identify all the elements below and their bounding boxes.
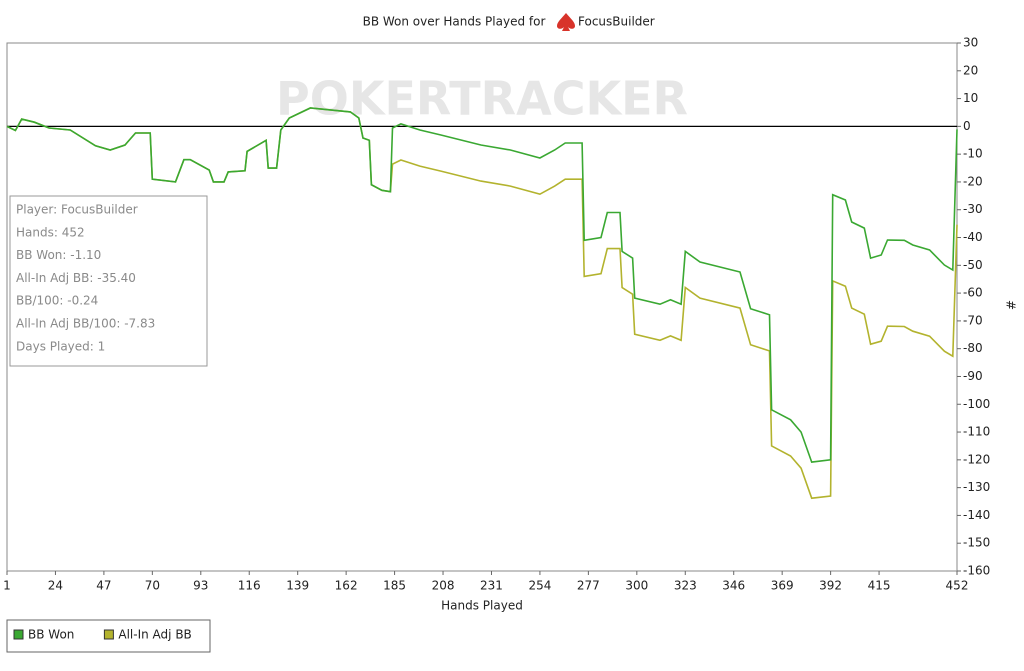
- info-box: [9, 195, 208, 367]
- x-tick-label: 208: [432, 579, 455, 593]
- x-tick-label: 392: [819, 579, 842, 593]
- x-tick-label: 323: [674, 579, 697, 593]
- x-tick-label: 47: [96, 579, 111, 593]
- y-tick-label: -30: [963, 202, 983, 216]
- info-line: Hands: 452: [16, 225, 85, 239]
- y-axis-label: #: [1004, 300, 1018, 310]
- x-tick-label: 116: [238, 579, 261, 593]
- x-axis-label: Hands Played: [441, 599, 523, 613]
- x-tick-label: 254: [528, 579, 551, 593]
- y-tick-label: -50: [963, 258, 983, 272]
- legend-label: All-In Adj BB: [118, 628, 191, 642]
- y-tick-label: -160: [963, 564, 990, 578]
- x-tick-label: 1: [3, 579, 11, 593]
- info-line: BB/100: -0.24: [16, 294, 98, 308]
- watermark: POKERTRACKER: [276, 72, 688, 126]
- chart-title: BB Won over Hands Played for: [363, 15, 546, 29]
- x-tick-label: 452: [946, 579, 969, 593]
- y-tick-label: 30: [963, 36, 978, 50]
- x-tick-label: 369: [771, 579, 794, 593]
- info-line: BB Won: -1.10: [16, 248, 101, 262]
- y-tick-label: -120: [963, 452, 990, 466]
- y-tick-label: -140: [963, 508, 990, 522]
- x-tick-label: 70: [145, 579, 160, 593]
- y-tick-label: -100: [963, 397, 990, 411]
- y-tick-label: -80: [963, 341, 983, 355]
- y-tick-label: -20: [963, 174, 983, 188]
- info-line: All-In Adj BB/100: -7.83: [16, 317, 155, 331]
- series-line: [6, 107, 958, 463]
- y-tick-label: -10: [963, 147, 983, 161]
- x-tick-label: 139: [286, 579, 309, 593]
- legend-label: BB Won: [28, 628, 74, 642]
- plot-frame: [6, 42, 958, 572]
- player-name: FocusBuilder: [578, 15, 655, 29]
- y-tick-label: 20: [963, 63, 978, 77]
- x-tick-label: 231: [480, 579, 503, 593]
- legend-swatch: [103, 629, 114, 640]
- info-line: Days Played: 1: [16, 339, 105, 353]
- y-tick-label: -70: [963, 313, 983, 327]
- x-tick-label: 162: [335, 579, 358, 593]
- info-line: Player: FocusBuilder: [16, 203, 138, 217]
- y-tick-label: -110: [963, 425, 990, 439]
- x-tick-label: 277: [577, 579, 600, 593]
- player-icon: [557, 13, 575, 31]
- y-tick-label: -40: [963, 230, 983, 244]
- x-tick-label: 93: [193, 579, 208, 593]
- x-tick-label: 24: [48, 579, 63, 593]
- x-tick-label: 415: [868, 579, 891, 593]
- x-tick-label: 346: [722, 579, 745, 593]
- y-tick-label: -150: [963, 536, 990, 550]
- y-tick-label: 10: [963, 91, 978, 105]
- y-tick-label: -60: [963, 286, 983, 300]
- y-tick-label: 0: [963, 119, 971, 133]
- info-line: All-In Adj BB: -35.40: [16, 271, 136, 285]
- legend-swatch: [13, 629, 24, 640]
- y-tick-label: -130: [963, 480, 990, 494]
- x-tick-label: 185: [383, 579, 406, 593]
- y-tick-label: -90: [963, 369, 983, 383]
- x-tick-label: 300: [625, 579, 648, 593]
